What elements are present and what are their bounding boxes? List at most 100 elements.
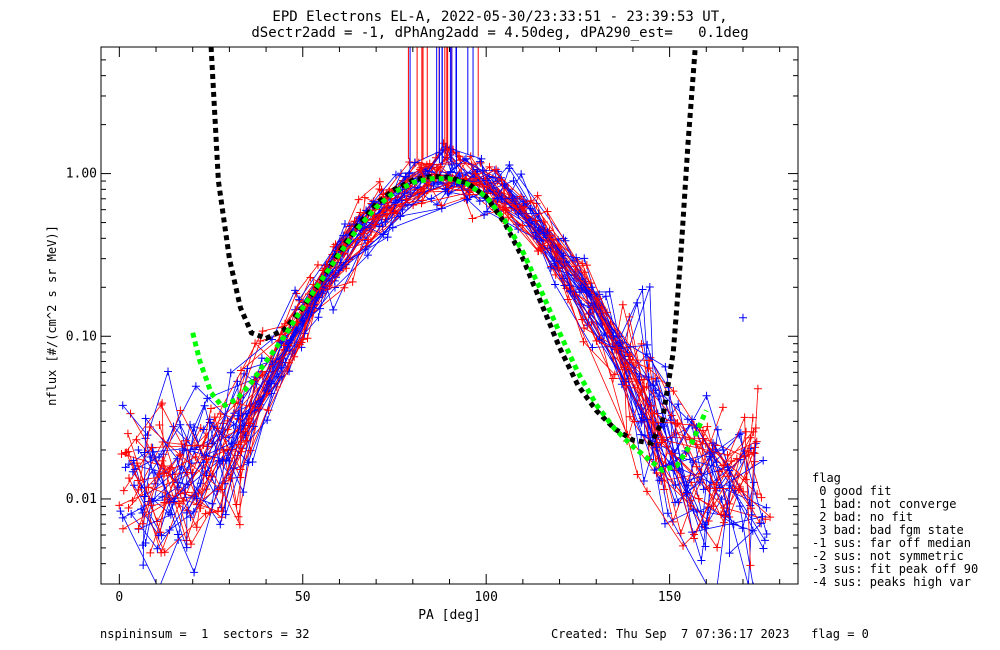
data-series-line [142, 148, 751, 566]
data-point-marker [295, 295, 304, 304]
data-point-marker [579, 337, 588, 346]
data-point-marker [738, 524, 747, 533]
data-point-marker [695, 478, 704, 487]
data-point-marker [649, 381, 658, 390]
data-point-marker [196, 504, 205, 513]
data-point-marker [766, 513, 775, 522]
data-point-marker [692, 440, 701, 449]
data-point-marker [526, 204, 535, 213]
data-point-marker [226, 368, 235, 377]
data-point-marker [155, 421, 164, 430]
data-point-marker [236, 366, 245, 375]
x-tick-label: 150 [658, 590, 681, 605]
data-point-marker [509, 176, 518, 185]
data-point-marker [632, 358, 641, 367]
data-point-marker [388, 223, 397, 232]
data-point-marker [485, 162, 494, 171]
data-point-marker [713, 543, 722, 552]
data-point-marker [663, 509, 672, 518]
data-point-marker [182, 536, 191, 545]
legend-title: flag [812, 471, 841, 485]
data-point-marker [246, 446, 255, 455]
data-point-marker [306, 273, 315, 282]
data-point-marker [314, 313, 323, 322]
legend-item: 0 good fit [812, 484, 892, 498]
data-point-marker [701, 542, 710, 551]
data-point-marker [134, 446, 143, 455]
data-point-marker [692, 462, 701, 471]
data-point-marker [383, 233, 392, 242]
data-point-marker [280, 319, 289, 328]
data-point-marker [471, 169, 480, 178]
data-point-marker [475, 197, 484, 206]
data-point-marker [501, 205, 510, 214]
data-point-marker [644, 364, 653, 373]
data-point-marker [117, 450, 126, 459]
fit-curve-green [190, 176, 709, 474]
data-point-marker [145, 423, 154, 432]
data-point-marker [747, 581, 749, 584]
data-point-marker [118, 513, 127, 522]
data-point-marker [622, 381, 631, 390]
data-point-marker [630, 417, 639, 426]
data-point-marker [601, 292, 610, 301]
data-point-marker [359, 229, 368, 238]
data-point-marker [201, 509, 210, 518]
data-point-marker [700, 520, 709, 529]
data-point-marker [576, 277, 585, 286]
data-point-marker [176, 451, 185, 460]
data-point-marker [437, 201, 446, 210]
legend: flag 0 good fit 1 bad: not converge 2 ba… [812, 472, 978, 589]
data-point-marker [158, 399, 167, 408]
legend-item: -3 sus: fit peak off 90 [812, 562, 979, 576]
data-point-marker [340, 219, 349, 228]
data-point-marker [140, 448, 149, 457]
data-point-marker [182, 543, 191, 552]
fit-curve-black [208, 47, 698, 446]
data-point-marker [643, 340, 652, 349]
data-point-marker [391, 196, 400, 205]
data-point-marker [468, 214, 477, 223]
data-point-marker [635, 372, 644, 381]
y-tick-label: 1.00 [66, 167, 97, 182]
data-point-marker [119, 486, 128, 495]
data-point-marker [702, 391, 711, 400]
data-point-marker [637, 430, 646, 439]
data-point-marker [725, 481, 734, 490]
data-point-marker [239, 488, 248, 497]
data-point-marker [155, 585, 163, 593]
data-point-marker [334, 266, 343, 275]
data-point-marker [719, 518, 728, 527]
data-series-line [145, 164, 755, 529]
data-point-marker [517, 170, 526, 179]
plot-frame [100, 46, 799, 585]
data-point-marker [588, 343, 597, 352]
x-tick-label: 50 [295, 590, 311, 605]
data-point-marker [667, 449, 676, 458]
data-series-line [138, 159, 757, 491]
data-point-marker [561, 236, 570, 245]
data-point-marker [200, 401, 209, 410]
data-point-marker [689, 534, 698, 543]
data-point-marker [623, 358, 632, 367]
data-point-marker [444, 179, 453, 188]
data-point-marker [712, 458, 721, 467]
data-point-marker [153, 544, 162, 553]
data-point-marker [500, 181, 509, 190]
data-point-marker [222, 456, 231, 465]
footer-right: Created: Thu Sep 7 07:36:17 2023 flag = … [551, 627, 869, 641]
data-point-marker [356, 208, 365, 217]
data-point-marker [154, 452, 163, 461]
data-point-marker [699, 485, 708, 494]
data-point-marker [192, 523, 201, 532]
data-point-marker [329, 305, 338, 314]
data-point-marker [725, 549, 734, 558]
legend-item: 3 bad: bad fgm state [812, 523, 964, 537]
data-point-marker [586, 279, 595, 288]
data-point-marker [703, 422, 712, 431]
data-point-marker [625, 312, 634, 321]
data-point-marker [609, 331, 618, 340]
data-point-marker [463, 195, 472, 204]
data-point-marker [580, 323, 589, 332]
data-point-marker [741, 475, 750, 484]
